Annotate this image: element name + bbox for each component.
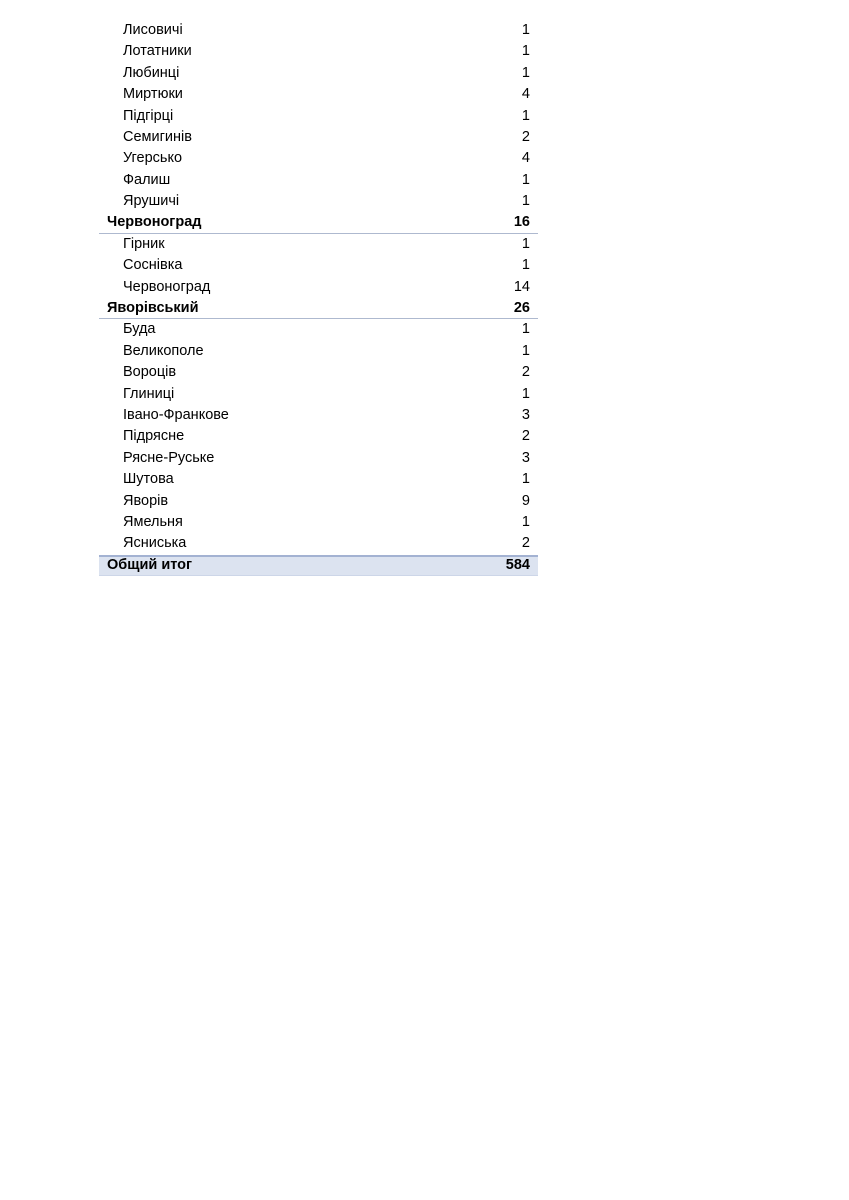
table-row-item: Шутова 1 xyxy=(99,469,538,490)
row-label: Глиниці xyxy=(123,385,175,402)
table-row-item: Соснівка 1 xyxy=(99,255,538,276)
table-row-group: Червоноград 16 xyxy=(99,213,538,234)
row-label: Рясне-Руське xyxy=(123,449,215,466)
row-label: Івано-Франкове xyxy=(123,407,229,424)
row-label: Общий итог xyxy=(107,557,193,574)
row-label: Фалиш xyxy=(123,171,171,188)
table-row-item: Любинці 1 xyxy=(99,63,538,84)
row-label: Червоноград xyxy=(123,278,211,295)
table-row-item: Ярушичі 1 xyxy=(99,191,538,212)
row-label: Яворівський xyxy=(107,299,199,316)
row-label: Ямельня xyxy=(123,513,183,530)
row-value: 1 xyxy=(521,257,530,274)
table-row-total: Общий итог 584 xyxy=(99,554,538,577)
row-label: Великополе xyxy=(123,342,204,359)
row-value: 1 xyxy=(521,64,530,81)
row-label: Вороців xyxy=(123,364,177,381)
row-label: Шутова xyxy=(123,471,174,488)
table-row-item: Червоноград 14 xyxy=(99,277,538,298)
table-row-item: Вороців 2 xyxy=(99,362,538,383)
pivot-table: Лисовичі 1 Лотатники 1 Любинці 1 Миртюки… xyxy=(99,20,538,577)
row-value: 4 xyxy=(521,86,530,103)
row-label: Яворів xyxy=(123,492,169,509)
table-row-item: Великополе 1 xyxy=(99,341,538,362)
table-row-item: Глиниці 1 xyxy=(99,384,538,405)
row-value: 3 xyxy=(521,449,530,466)
row-label: Гірник xyxy=(123,235,165,252)
table-row-item: Рясне-Руське 3 xyxy=(99,448,538,469)
row-value: 1 xyxy=(521,471,530,488)
table-row-item: Івано-Франкове 3 xyxy=(99,405,538,426)
row-value: 1 xyxy=(521,193,530,210)
row-value: 2 xyxy=(521,364,530,381)
row-label: Червоноград xyxy=(107,214,202,231)
row-label: Ярушичі xyxy=(123,193,180,210)
table-row-item: Угерсько 4 xyxy=(99,148,538,169)
row-label: Соснівка xyxy=(123,257,183,274)
row-label: Угерсько xyxy=(123,150,183,167)
table-row-item: Гірник 1 xyxy=(99,234,538,255)
row-value: 1 xyxy=(521,321,530,338)
row-label: Підрясне xyxy=(123,428,185,445)
row-value: 4 xyxy=(521,150,530,167)
row-label: Любинці xyxy=(123,64,180,81)
table-row-item: Яворів 9 xyxy=(99,491,538,512)
row-value: 16 xyxy=(513,214,530,231)
table-row-item: Ямельня 1 xyxy=(99,512,538,533)
row-value: 1 xyxy=(521,171,530,188)
table-row-item: Лисовичі 1 xyxy=(99,20,538,41)
row-label: Миртюки xyxy=(123,86,183,103)
row-value: 584 xyxy=(505,557,530,574)
row-value: 1 xyxy=(521,513,530,530)
row-value: 2 xyxy=(521,535,530,552)
row-value: 1 xyxy=(521,385,530,402)
row-label: Буда xyxy=(123,321,156,338)
row-label: Семигинів xyxy=(123,128,192,145)
row-value: 26 xyxy=(513,299,530,316)
row-label: Лотатники xyxy=(123,43,192,60)
row-value: 14 xyxy=(513,278,530,295)
table-row-item: Буда 1 xyxy=(99,319,538,340)
row-label: Ясниська xyxy=(123,535,187,552)
table-row-item: Миртюки 4 xyxy=(99,84,538,105)
row-value: 2 xyxy=(521,428,530,445)
table-row-group: Яворівський 26 xyxy=(99,298,538,320)
table-row-item: Фалиш 1 xyxy=(99,170,538,191)
row-value: 1 xyxy=(521,342,530,359)
table-row-item: Ясниська 2 xyxy=(99,533,538,554)
row-value: 3 xyxy=(521,407,530,424)
table-row-item: Підгірці 1 xyxy=(99,106,538,127)
row-value: 1 xyxy=(521,107,530,124)
row-value: 9 xyxy=(521,492,530,509)
row-label: Лисовичі xyxy=(123,22,183,38)
table-row-item: Підрясне 2 xyxy=(99,426,538,447)
table-row-item: Семигинів 2 xyxy=(99,127,538,148)
row-value: 1 xyxy=(521,235,530,252)
row-label: Підгірці xyxy=(123,107,174,124)
row-value: 1 xyxy=(521,22,530,38)
row-value: 2 xyxy=(521,128,530,145)
table-row-item: Лотатники 1 xyxy=(99,41,538,62)
row-value: 1 xyxy=(521,43,530,60)
